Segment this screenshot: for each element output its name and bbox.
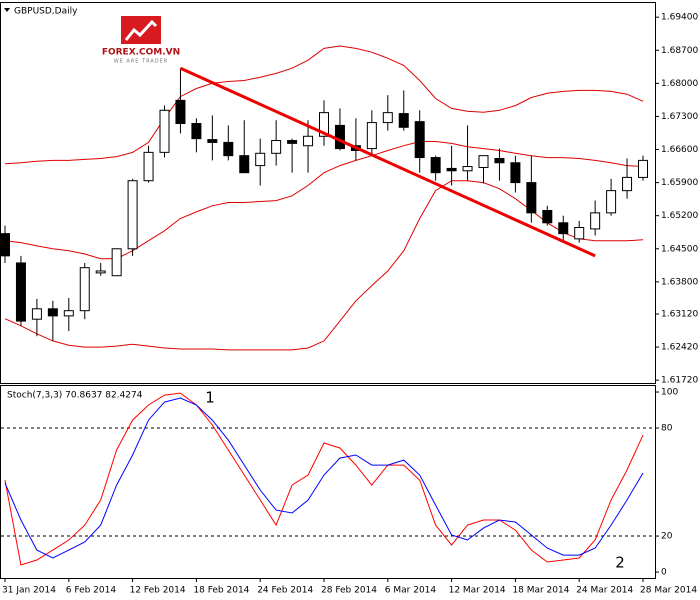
candle-body <box>0 233 10 257</box>
candle-body <box>366 122 377 150</box>
candle-body <box>95 270 106 274</box>
candle-body <box>622 176 633 192</box>
y-tick-label: 1.66600 <box>661 145 698 155</box>
y-tick-label: 1.65900 <box>661 178 698 188</box>
y-tick-label: 1.64500 <box>661 244 698 254</box>
candle-body <box>31 308 42 320</box>
y-tick-label: 20 <box>661 532 673 542</box>
candle-body <box>462 166 473 172</box>
x-tick-label: 18 Feb 2014 <box>193 586 249 596</box>
candle-body <box>175 99 186 125</box>
y-tick-label: 1.68700 <box>661 46 698 56</box>
candle-body <box>319 112 329 137</box>
x-tick-label: 28 Mar 2014 <box>640 586 697 596</box>
candle-body <box>79 267 90 312</box>
price-pane-frame <box>0 2 656 384</box>
candle-body <box>638 159 648 178</box>
candle-body <box>574 227 585 240</box>
indicator-title: Stoch(7,3,3) 70.8637 82.4274 <box>7 391 143 401</box>
stoch-pane-frame <box>0 385 656 579</box>
candle-body <box>191 123 202 140</box>
candle-body <box>47 308 58 317</box>
candle-body <box>111 248 122 277</box>
y-tick-label: 1.63120 <box>661 309 698 319</box>
candle-body <box>207 139 218 143</box>
x-tick-label: 31 Jan 2014 <box>2 586 56 596</box>
candle-body <box>478 155 489 168</box>
y-tick-label: 1.68000 <box>661 79 698 89</box>
x-tick-label: 12 Feb 2014 <box>130 586 186 596</box>
x-tick-label: 12 Mar 2014 <box>449 586 506 596</box>
annotation: 2 <box>615 554 625 572</box>
x-tick-label: 18 Mar 2014 <box>512 586 569 596</box>
annotation: 1 <box>205 389 215 407</box>
candle-body <box>63 310 74 317</box>
y-tick-label: 1.63800 <box>661 277 698 287</box>
candle-body <box>159 109 170 153</box>
x-tick-label: 6 Mar 2014 <box>385 586 437 596</box>
candle-body <box>446 167 457 172</box>
y-tick-label: 100 <box>661 388 678 398</box>
band-line <box>4 45 644 165</box>
x-tick-label: 24 Feb 2014 <box>257 586 313 596</box>
candle-body <box>590 212 601 230</box>
chart-title: GBPUSD,Daily <box>14 7 78 17</box>
y-tick-label: 1.61720 <box>661 376 698 386</box>
candle-body <box>255 152 266 167</box>
candle-body <box>303 135 314 147</box>
x-tick-label: 24 Mar 2014 <box>576 586 633 596</box>
y-tick-label: 1.67300 <box>661 112 698 122</box>
candle-body <box>526 182 537 214</box>
candle-body <box>287 140 298 144</box>
logo-brand: FOREX.COM.VN <box>102 48 180 58</box>
y-tick-label: 80 <box>661 424 673 434</box>
candle-body <box>430 157 441 174</box>
candle-body <box>606 190 617 214</box>
logo: FOREX.COM.VN WE ARE TRADER <box>102 16 180 65</box>
candle-body <box>271 140 282 154</box>
logo-arrow <box>124 19 158 41</box>
menu-arrow <box>4 8 10 12</box>
candle-body <box>223 141 234 157</box>
band-line <box>4 180 644 351</box>
candle-body <box>143 151 154 182</box>
candle-body <box>382 112 393 124</box>
band-line <box>4 141 644 260</box>
candle-body <box>494 157 505 164</box>
x-tick-label: 28 Feb 2014 <box>321 586 377 596</box>
logo-slogan: WE ARE TRADER <box>114 59 169 65</box>
candle-body <box>334 124 345 150</box>
candle-body <box>414 121 425 159</box>
y-tick-label: 1.65200 <box>661 211 698 221</box>
candle-body <box>542 209 553 224</box>
y-tick-label: 1.69400 <box>661 13 698 23</box>
candle-body <box>15 262 26 322</box>
y-tick-label: 0 <box>661 568 667 578</box>
stoch-line <box>4 397 644 559</box>
candle-body <box>239 155 250 174</box>
y-tick-label: 1.62420 <box>661 343 698 353</box>
candle-body <box>510 162 521 184</box>
x-tick-label: 6 Feb 2014 <box>66 586 117 596</box>
stoch-line <box>4 392 644 566</box>
candle-body <box>398 113 409 128</box>
trend-line <box>179 66 596 258</box>
candle-body <box>558 222 569 235</box>
candle-body <box>127 180 138 250</box>
